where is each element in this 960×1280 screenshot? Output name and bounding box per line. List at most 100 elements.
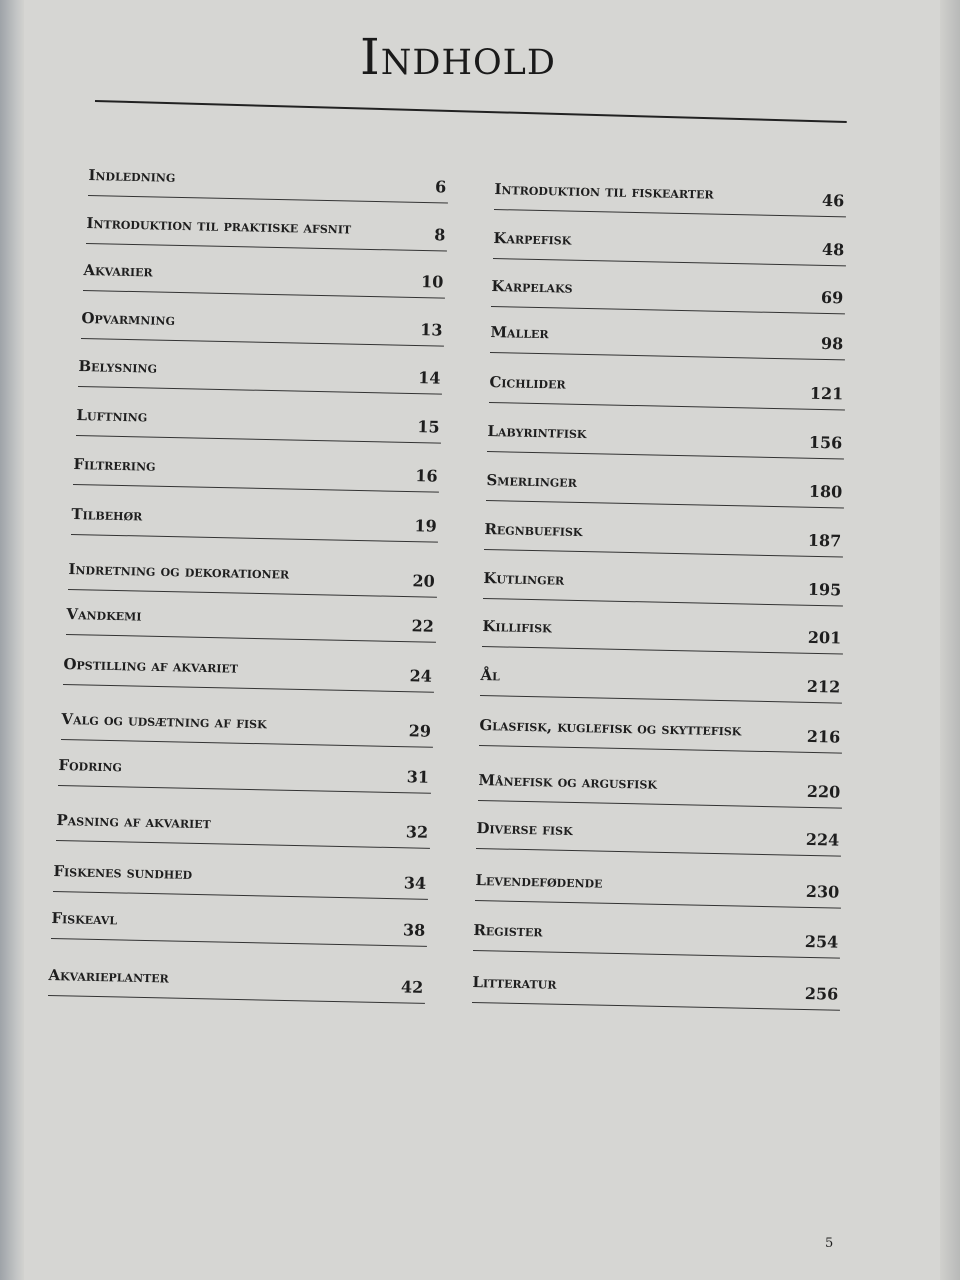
toc-entry-rule [73,484,440,493]
toc-entry-rule [484,549,844,558]
toc-entry: Diverse fisk 224 [476,819,842,857]
toc-entry-page: 29 [407,721,431,741]
toc-entry-title: Labyrintfisk [487,422,587,443]
toc-entry-rule [58,785,431,794]
toc-entry-page: 20 [412,571,435,591]
toc-entry-rule [85,243,447,252]
toc-entry-title: Filtrering [73,455,156,475]
toc-entry-page: 8 [433,225,446,245]
toc-entry-title: Vandkemi [65,605,142,625]
toc-entry: Ål 212 [480,666,843,704]
toc-entry-title: Karpefisk [492,229,572,249]
toc-entry: Fiskenes sundhed 34 [53,862,428,900]
toc-entry-page: 195 [807,579,842,600]
title-rule [94,100,847,123]
toc-entry-title: Introduktion til praktiske afsnit [85,214,351,238]
toc-entry-title: Månefisk og argusfisk [477,771,657,793]
toc-entry-title: Akvarier [83,261,153,281]
toc-entry-title: Maller [490,323,549,343]
toc-entry: Litteratur 256 [472,973,841,1011]
toc-entry-title: Levendefødende [475,871,603,892]
toc-entry-page: 46 [821,190,845,211]
page-edge [940,0,960,1280]
toc-entry-title: Belysning [78,357,158,377]
toc-entry-title: Indretning og dekorationer [68,560,290,583]
toc-entry-page: 230 [805,881,840,902]
toc-entry: Register 254 [473,921,841,959]
toc-entry-rule [485,500,844,509]
toc-entry: Introduktion til fiskearter 46 [494,180,847,218]
toc-entry: Luftning 15 [75,406,442,444]
toc-entry-rule [478,745,842,754]
toc-entry-rule [63,684,434,693]
page-number: 5 [825,1236,834,1251]
toc-entry: Belysning 14 [78,357,443,395]
toc-entry-page: 6 [434,177,447,197]
toc-entry-title: Pasning af akvariet [55,811,211,833]
toc-entry-page: 254 [805,931,839,952]
toc-entry-page: 16 [415,466,438,486]
toc-entry-page: 201 [807,627,842,648]
toc-entry-page: 187 [808,530,842,551]
toc-entry-rule [53,891,428,900]
toc-entry-title: Kutlinger [483,569,565,589]
page-title: Indhold [360,28,556,86]
toc-entry-page: 38 [402,920,425,940]
toc-entry-rule [70,534,438,543]
toc-entry-page: 212 [806,676,841,697]
toc-entry-rule [491,306,846,315]
toc-entry-page: 34 [403,873,427,893]
toc-entry-page: 156 [808,432,843,453]
toc-entry-rule [88,195,448,204]
toc-entry-page: 22 [410,616,434,636]
toc-entry-title: Tilbehør [70,505,142,525]
toc-entry-rule [50,938,427,947]
toc-entry-title: Smerlinger [486,471,577,491]
toc-entry-title: Karpelaks [491,277,574,297]
toc-entry-page: 220 [806,781,840,802]
toc-entry: Filtrering 16 [73,455,440,493]
toc-entry-title: Introduktion til fiskearter [494,180,714,203]
toc-entry-rule [472,1002,840,1011]
toc-entry-page: 216 [806,726,841,747]
toc-entry-rule [55,840,430,849]
toc-entry: Glasfisk, kuglefisk og skyttefisk 216 [478,716,843,754]
toc-entry-rule [83,290,446,299]
toc-entry: Akvarieplanter 42 [48,966,426,1004]
toc-entry-title: Litteratur [472,973,557,993]
toc-entry-page: 69 [821,287,844,308]
toc-entry-page: 32 [405,822,428,842]
toc-entry-rule [80,338,444,347]
toc-entry-page: 256 [804,983,839,1004]
toc-entry-page: 121 [809,383,843,404]
toc-entry: Valg og udsætning af fisk 29 [60,710,433,748]
toc-entry-page: 31 [406,767,430,787]
toc-entry: Opstilling af akvariet 24 [63,655,434,693]
toc-entry-rule [489,352,845,361]
toc-entry-title: Diverse fisk [476,819,573,840]
toc-entry: Maller 98 [489,323,846,361]
toc-entry: Labyrintfisk 156 [487,422,845,460]
toc-entry-page: 14 [418,368,441,388]
toc-entry: Karpefisk 48 [492,229,847,267]
toc-entry: Regnbuefisk 187 [484,520,844,558]
toc-entry: Introduktion til praktiske afsnit 8 [85,214,448,252]
toc-entry-rule [492,258,846,267]
toc-entry-title: Valg og udsætning af fisk [60,710,267,733]
toc-entry-page: 13 [419,320,443,340]
toc-entry: Tilbehør 19 [70,505,439,543]
toc-entry-page: 180 [808,481,843,502]
toc-entry-rule [474,900,841,909]
toc-entry-title: Killifisk [481,617,552,637]
toc-entry-title: Fiskenes sundhed [53,862,193,883]
toc-entry-rule [480,695,843,704]
toc-entry: Karpelaks 69 [491,277,846,315]
toc-entry-title: Fodring [58,756,123,776]
toc-entry: Cichlider 121 [488,373,846,411]
toc-entry-title: Akvarieplanter [48,966,170,987]
toc-entry-page: 224 [805,829,840,850]
toc-entry-rule [473,950,841,959]
toc-entry: Levendefødende 230 [474,871,842,909]
toc-entry: Opvarmning 13 [80,309,445,347]
toc-entry-page: 98 [820,333,844,354]
